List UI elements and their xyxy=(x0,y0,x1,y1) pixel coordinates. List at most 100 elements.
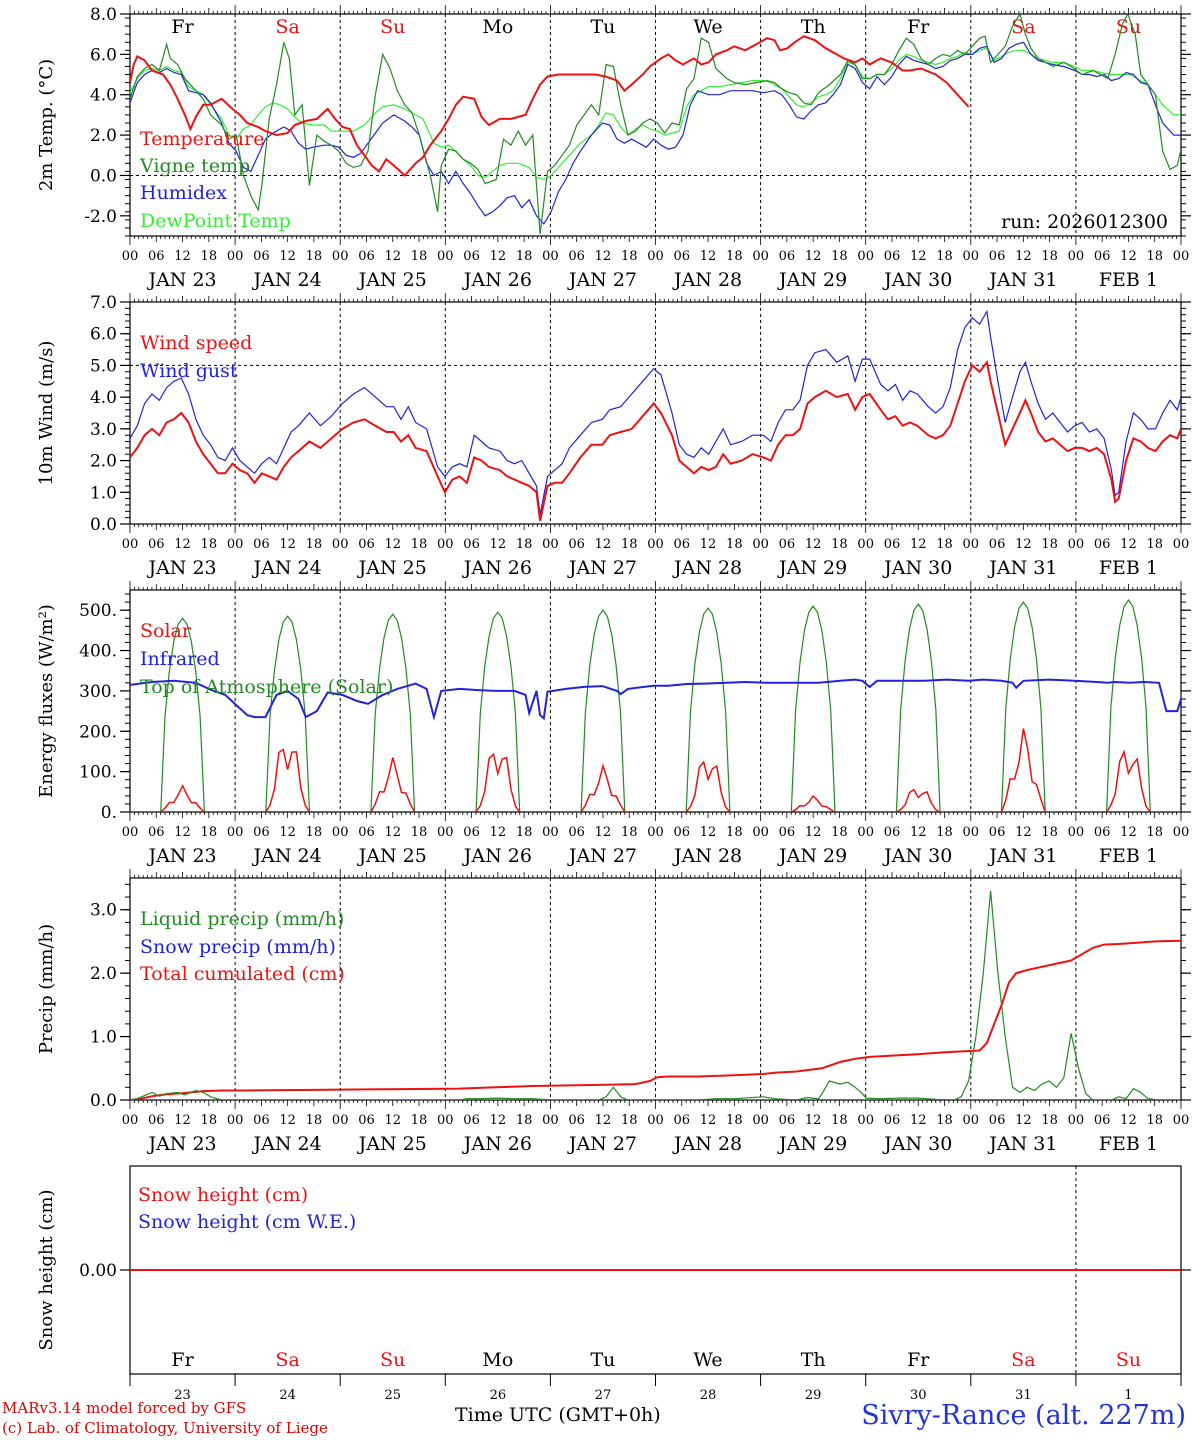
x-hour-label: 06 xyxy=(884,825,901,840)
weekday-label: Su xyxy=(380,16,405,38)
day-number: 28 xyxy=(700,1388,717,1403)
legend-entry: Liquid precip (mm/h) xyxy=(140,908,344,930)
x-hour-label: 00 xyxy=(122,249,139,264)
x-hour-label: 00 xyxy=(122,537,139,552)
x-hour-label: 12 xyxy=(490,825,507,840)
legend-entry: Wind gust xyxy=(140,360,238,382)
x-hour-label: 00 xyxy=(857,249,874,264)
x-hour-label: 06 xyxy=(674,537,691,552)
x-date-label: FEB 1 xyxy=(1099,1133,1158,1155)
x-axis-title: Time UTC (GMT+0h) xyxy=(455,1404,661,1426)
x-hour-label: 18 xyxy=(1146,1113,1163,1128)
weekday-label: Mo xyxy=(482,1349,513,1371)
x-hour-label: 12 xyxy=(700,1113,717,1128)
x-hour-label: 06 xyxy=(148,1113,165,1128)
legend-entry: Wind speed xyxy=(140,332,252,354)
x-hour-label: 06 xyxy=(148,537,165,552)
x-hour-label: 12 xyxy=(490,537,507,552)
x-date-label: FEB 1 xyxy=(1099,845,1158,867)
series-line-humidex xyxy=(130,41,1181,225)
x-hour-label: 06 xyxy=(253,537,270,552)
x-date-label: JAN 23 xyxy=(146,845,216,867)
x-hour-label: 18 xyxy=(201,1113,218,1128)
y-tick-label: 0.0 xyxy=(90,1091,117,1111)
weekday-label: Sa xyxy=(275,1349,299,1371)
x-hour-label: 12 xyxy=(805,825,822,840)
weekday-label: Th xyxy=(801,1349,826,1371)
x-hour-label: 06 xyxy=(463,825,480,840)
day-number: 1 xyxy=(1124,1388,1132,1403)
x-hour-label: 12 xyxy=(1120,249,1137,264)
x-hour-label: 00 xyxy=(963,249,980,264)
x-hour-label: 12 xyxy=(279,537,296,552)
x-date-label: JAN 23 xyxy=(146,557,216,579)
x-hour-label: 12 xyxy=(1120,1113,1137,1128)
legend-entry: DewPoint Temp xyxy=(140,210,291,232)
x-hour-label: 12 xyxy=(700,537,717,552)
x-date-label: JAN 27 xyxy=(567,1133,637,1155)
x-hour-label: 12 xyxy=(595,1113,612,1128)
x-hour-label: 12 xyxy=(490,249,507,264)
legend-entry: Snow height (cm W.E.) xyxy=(138,1211,356,1233)
day-number: 26 xyxy=(490,1388,507,1403)
x-date-label: JAN 27 xyxy=(567,269,637,291)
x-date-label: JAN 26 xyxy=(462,557,532,579)
x-date-label: JAN 30 xyxy=(882,557,952,579)
x-date-label: JAN 25 xyxy=(357,1133,427,1155)
x-hour-label: 00 xyxy=(1173,825,1190,840)
series-line-wind-speed xyxy=(130,359,1181,522)
x-hour-label: 18 xyxy=(306,1113,323,1128)
x-hour-label: 06 xyxy=(358,537,375,552)
x-hour-label: 00 xyxy=(1068,825,1085,840)
weekday-label: Fr xyxy=(171,16,194,38)
series-group xyxy=(130,599,1181,812)
y-tick-label: 4.0 xyxy=(90,388,117,408)
lab-credit: (c) Lab. of Climatology, University of L… xyxy=(2,1419,328,1437)
x-hour-label: 00 xyxy=(542,249,559,264)
x-hour-label: 06 xyxy=(253,249,270,264)
series-line-vigne-temp xyxy=(130,14,1181,235)
y-tick-label: 400. xyxy=(79,642,117,662)
weekday-label: Fr xyxy=(171,1349,194,1371)
x-date-label: FEB 1 xyxy=(1099,557,1158,579)
legend-entry: Vigne temp xyxy=(139,155,250,177)
x-hour-label: 00 xyxy=(332,1113,349,1128)
x-hour-label: 00 xyxy=(857,825,874,840)
x-hour-label: 18 xyxy=(1041,249,1058,264)
x-hour-label: 12 xyxy=(910,537,927,552)
x-hour-label: 18 xyxy=(306,249,323,264)
y-axis-label: 10m Wind (m/s) xyxy=(36,341,57,486)
panel-4: 0.0 1.0 2.0 3.0 Precip (mm/h) 00 06 12 18 00 06 12 1… xyxy=(36,869,1191,1155)
x-hour-label: 12 xyxy=(1015,1113,1032,1128)
x-hour-label: 00 xyxy=(1068,249,1085,264)
x-date-label: JAN 31 xyxy=(987,557,1057,579)
x-hour-label: 18 xyxy=(831,537,848,552)
x-hour-label: 00 xyxy=(647,537,664,552)
x-hour-label: 00 xyxy=(1173,537,1190,552)
x-hour-label: 12 xyxy=(384,249,401,264)
y-tick-label: 1.0 xyxy=(90,483,117,503)
x-hour-label: 06 xyxy=(463,537,480,552)
x-hour-label: 18 xyxy=(1146,249,1163,264)
x-hour-label: 00 xyxy=(437,825,454,840)
x-date-label: JAN 27 xyxy=(567,845,637,867)
x-date-label: JAN 28 xyxy=(672,845,742,867)
day-number: 31 xyxy=(1015,1388,1032,1403)
x-hour-label: 18 xyxy=(1041,825,1058,840)
x-hour-label: 18 xyxy=(516,537,533,552)
x-hour-label: 06 xyxy=(779,825,796,840)
legend-entry: Humidex xyxy=(140,182,227,204)
x-hour-label: 18 xyxy=(1041,1113,1058,1128)
y-tick-label: 0. xyxy=(101,803,117,823)
x-hour-label: 00 xyxy=(437,249,454,264)
x-hour-label: 06 xyxy=(674,249,691,264)
x-hour-label: 18 xyxy=(936,249,953,264)
x-hour-label: 12 xyxy=(910,825,927,840)
x-hour-label: 06 xyxy=(358,825,375,840)
x-hour-label: 00 xyxy=(647,825,664,840)
x-hour-label: 06 xyxy=(1094,1113,1111,1128)
x-hour-label: 18 xyxy=(1041,537,1058,552)
y-tick-label: 8.0 xyxy=(90,5,117,25)
x-hour-label: 00 xyxy=(1068,537,1085,552)
x-hour-label: 00 xyxy=(857,537,874,552)
